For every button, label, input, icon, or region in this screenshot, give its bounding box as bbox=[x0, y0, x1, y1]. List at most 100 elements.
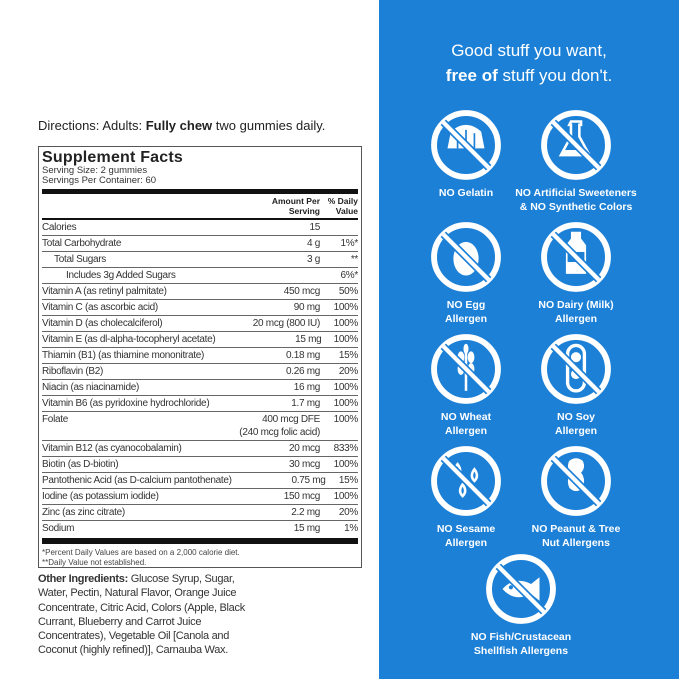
daily-value: 6%* bbox=[340, 270, 359, 281]
table-row: Vitamin A (as retinyl palmitate) 450 mcg… bbox=[42, 284, 358, 300]
free-of-badge: NO Egg Allergen bbox=[391, 220, 541, 326]
free-of-badge: NO Fish/Crustacean Shellfish Allergens bbox=[446, 552, 596, 658]
amount: 4 g bbox=[306, 238, 320, 249]
badge-label: NO Soy Allergen bbox=[554, 411, 597, 437]
table-header: Amount Per Serving % Daily Value bbox=[42, 194, 358, 220]
amount: 3 g bbox=[306, 254, 320, 265]
directions: Directions: Adults: Fully chew two gummi… bbox=[38, 118, 326, 133]
nutrient-name: Niacin (as niacinamide) bbox=[42, 382, 140, 393]
serving-size: Serving Size: 2 gummies bbox=[42, 165, 148, 176]
daily-value: 15% bbox=[338, 475, 358, 486]
nutrient-name: Vitamin B12 (as cyanocobalamin) bbox=[42, 443, 182, 454]
free-of-badge: NO Wheat Allergen bbox=[391, 332, 541, 438]
other-ingredients: Other Ingredients: Glucose Syrup, Sugar,… bbox=[38, 573, 245, 657]
nutrient-name: Calories bbox=[42, 222, 77, 233]
daily-value bbox=[320, 220, 358, 235]
table-row: Biotin (as D-biotin) 30 mcg 100% bbox=[42, 457, 358, 473]
milk-bottle-icon bbox=[541, 222, 611, 292]
amount: 15 bbox=[309, 222, 320, 233]
gelatin-icon bbox=[431, 110, 501, 180]
amount: 30 mcg bbox=[289, 459, 320, 470]
servings-per-container: Servings Per Container: 60 bbox=[42, 175, 157, 186]
daily-value: 100% bbox=[333, 491, 359, 502]
amount: 400 mcg DFE (240 mcg folic acid) bbox=[239, 414, 320, 438]
table-row: Vitamin E (as dl-alpha-tocopheryl acetat… bbox=[42, 332, 358, 348]
badge-label: NO Fish/Crustacean Shellfish Allergens bbox=[470, 631, 572, 657]
table-row: Sodium 15 mg 1% bbox=[42, 521, 358, 536]
badge-label: NO Gelatin bbox=[438, 187, 494, 199]
supplement-facts-table: Supplement Facts Serving Size: 2 gummies… bbox=[38, 146, 362, 568]
amount: 20 mcg bbox=[289, 443, 320, 454]
daily-value: 100% bbox=[333, 334, 359, 345]
free-of-badge: NO Soy Allergen bbox=[501, 332, 651, 438]
nutrient-name: Zinc (as zinc citrate) bbox=[42, 507, 125, 518]
badge-label: NO Egg Allergen bbox=[444, 299, 487, 325]
amount bbox=[210, 268, 320, 283]
amount: 1.7 mg bbox=[291, 398, 320, 409]
nutrient-name: Vitamin A (as retinyl palmitate) bbox=[42, 286, 167, 297]
badge-label: NO Dairy (Milk) Allergen bbox=[538, 299, 614, 325]
daily-value: 100% bbox=[333, 318, 359, 329]
free-of-badge: NO Gelatin bbox=[391, 108, 541, 200]
egg-icon bbox=[431, 222, 501, 292]
amount: 0.26 mg bbox=[285, 366, 320, 377]
fish-icon bbox=[486, 554, 556, 624]
facts-title: Supplement Facts bbox=[42, 149, 184, 166]
daily-value: 1% bbox=[344, 523, 358, 534]
table-row: Includes 3g Added Sugars 6%* bbox=[42, 268, 358, 284]
table-row: Zinc (as zinc citrate) 2.2 mg 20% bbox=[42, 505, 358, 521]
table-row: Vitamin D (as cholecalciferol) 20 mcg (8… bbox=[42, 316, 358, 332]
table-row: Total Carbohydrate 4 g 1%* bbox=[42, 236, 358, 252]
nutrient-name: Biotin (as D-biotin) bbox=[42, 459, 119, 470]
free-of-badge: NO Sesame Allergen bbox=[391, 444, 541, 550]
nutrient-name: Total Sugars bbox=[54, 254, 106, 265]
daily-value: 1%* bbox=[340, 238, 359, 249]
table-row: Thiamin (B1) (as thiamine mononitrate) 0… bbox=[42, 348, 358, 364]
nutrient-name: Pantothenic Acid (as D-calcium pantothen… bbox=[42, 475, 232, 486]
table-row: Calories 15 bbox=[42, 220, 358, 236]
peanut-icon bbox=[541, 446, 611, 516]
table-row: Riboflavin (B2) 0.26 mg 20% bbox=[42, 364, 358, 380]
daily-value: 20% bbox=[338, 366, 358, 377]
table-row: Total Sugars 3 g ** bbox=[42, 252, 358, 268]
daily-value: 100% bbox=[333, 302, 359, 313]
nutrient-name: Riboflavin (B2) bbox=[42, 366, 104, 377]
table-row: Niacin (as niacinamide) 16 mg 100% bbox=[42, 380, 358, 396]
amount: 0.18 mg bbox=[285, 350, 320, 361]
divider bbox=[42, 538, 358, 544]
table-row: Vitamin C (as ascorbic acid) 90 mg 100% bbox=[42, 300, 358, 316]
daily-value: ** bbox=[350, 254, 358, 265]
amount: 15 mg bbox=[295, 334, 322, 345]
footnote: *Percent Daily Values are based on a 2,0… bbox=[42, 548, 240, 557]
nutrient-name: Vitamin C (as ascorbic acid) bbox=[42, 302, 158, 313]
daily-value: 100% bbox=[333, 414, 359, 425]
daily-value: 20% bbox=[338, 507, 358, 518]
amount: 90 mg bbox=[293, 302, 321, 313]
table-row: Iodine (as potassium iodide) 150 mcg 100… bbox=[42, 489, 358, 505]
daily-value: 15% bbox=[338, 350, 358, 361]
table-row: Vitamin B6 (as pyridoxine hydrochloride)… bbox=[42, 396, 358, 412]
nutrient-name: Total Carbohydrate bbox=[42, 238, 122, 249]
daily-value: 100% bbox=[333, 459, 359, 470]
nutrient-name: Vitamin D (as cholecalciferol) bbox=[42, 318, 163, 329]
amount: 20 mcg (800 IU) bbox=[252, 318, 321, 329]
nutrient-name: Sodium bbox=[42, 523, 75, 534]
divider bbox=[42, 189, 358, 194]
nutrient-name: Includes 3g Added Sugars bbox=[66, 270, 176, 281]
free-of-badge: NO Artificial Sweeteners & NO Synthetic C… bbox=[501, 108, 651, 214]
amount: 0.75 mg bbox=[291, 475, 326, 486]
badge-label: NO Artificial Sweeteners & NO Synthetic C… bbox=[515, 187, 637, 213]
nutrient-name: Iodine (as potassium iodide) bbox=[42, 491, 159, 502]
daily-value: 833% bbox=[333, 443, 359, 454]
amount: 150 mcg bbox=[283, 491, 321, 502]
badge-label: NO Sesame Allergen bbox=[436, 523, 496, 549]
soybean-icon bbox=[541, 334, 611, 404]
nutrient-name: Vitamin E (as dl-alpha-tocopheryl acetat… bbox=[42, 334, 216, 345]
amount: 450 mcg bbox=[283, 286, 321, 297]
table-row: Folate 400 mcg DFE (240 mcg folic acid) 1… bbox=[42, 412, 358, 441]
amount: 15 mg bbox=[293, 523, 321, 534]
daily-value: 50% bbox=[338, 286, 358, 297]
flask-icon bbox=[541, 110, 611, 180]
badge-label: NO Wheat Allergen bbox=[440, 411, 492, 437]
amount: 2.2 mg bbox=[291, 507, 320, 518]
